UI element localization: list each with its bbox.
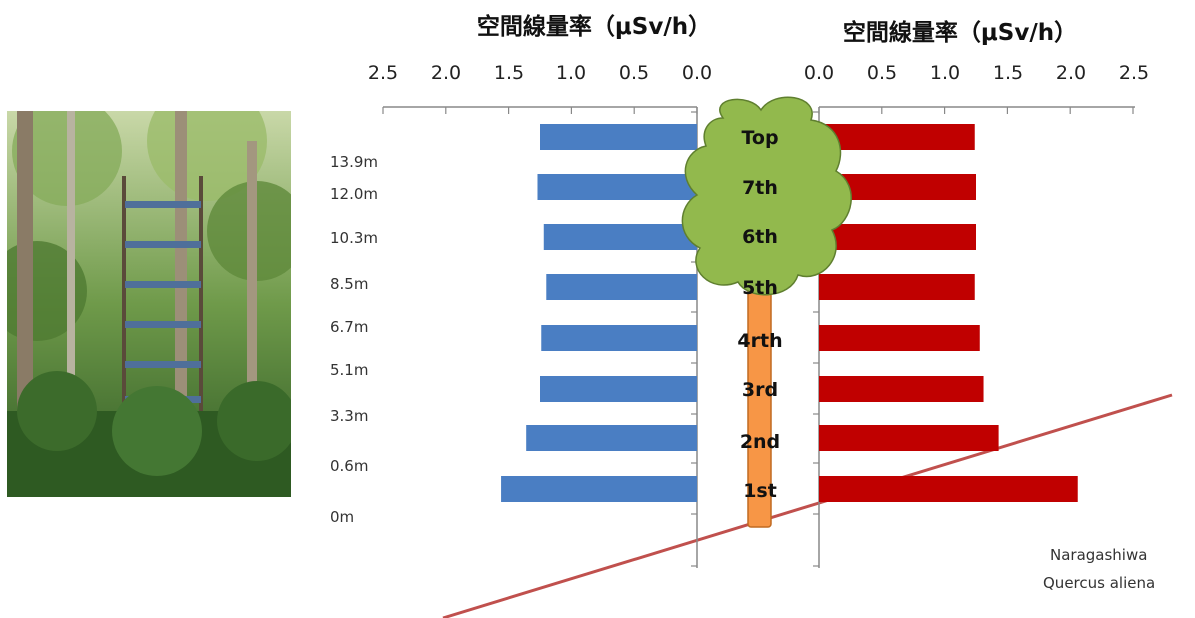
left-tick-label: 1.5 — [494, 62, 524, 84]
left-bar-Top — [540, 124, 697, 150]
floor-label: 3rd — [742, 379, 778, 401]
left-tick-label: 2.0 — [431, 62, 461, 84]
height-label: 0m — [330, 508, 354, 526]
floor-label: 6th — [742, 226, 778, 248]
floor-label: 4rth — [737, 330, 782, 352]
height-label: 0.6m — [330, 457, 368, 475]
left-bar-7th — [537, 174, 697, 200]
right-bar-5th — [819, 274, 975, 300]
height-label: 12.0m — [330, 185, 378, 203]
left-tick-label: 0.0 — [682, 62, 712, 84]
forest-tower-photo — [7, 111, 291, 497]
height-label: 8.5m — [330, 275, 368, 293]
ground-line — [442, 393, 1173, 618]
right-chart-title: 空間線量率（μSv/h） — [843, 19, 1077, 46]
right-tick-label: 2.5 — [1119, 62, 1149, 84]
floor-label: 5th — [742, 277, 778, 299]
height-label: 5.1m — [330, 361, 368, 379]
tree-crown — [681, 96, 852, 296]
right-tick-label: 0.5 — [867, 62, 897, 84]
height-label: 10.3m — [330, 229, 378, 247]
left-tick-label: 0.5 — [619, 62, 649, 84]
left-bar-6th — [543, 224, 697, 250]
left-tick-label: 1.0 — [556, 62, 586, 84]
right-tick-label: 1.0 — [930, 62, 960, 84]
right-tick-label: 2.0 — [1056, 62, 1086, 84]
right-tick-label: 0.0 — [804, 62, 834, 84]
left-bar-5th — [546, 274, 697, 300]
species-scientific-name: Quercus aliena — [1043, 574, 1155, 592]
left-bar-1st — [501, 476, 697, 502]
tree-illustration — [681, 96, 852, 528]
right-tick-label: 1.5 — [993, 62, 1023, 84]
floor-label: 1st — [743, 480, 777, 502]
right-bar-Top — [819, 124, 975, 150]
height-label: 3.3m — [330, 407, 368, 425]
forest-tower-image — [7, 111, 291, 497]
floor-label: 7th — [742, 177, 778, 199]
floor-label: Top — [741, 127, 778, 149]
species-japanese-name: Naragashiwa — [1050, 546, 1147, 564]
right-bar-1st — [819, 476, 1078, 502]
left-bar-2nd — [526, 425, 697, 451]
left-tick-label: 2.5 — [368, 62, 398, 84]
left-bar-3rd — [540, 376, 697, 402]
height-label: 6.7m — [330, 318, 368, 336]
right-bar-2nd — [819, 425, 999, 451]
left-bar-4rth — [541, 325, 697, 351]
left-chart-title: 空間線量率（μSv/h） — [477, 13, 711, 40]
floor-label: 2nd — [740, 431, 780, 453]
right-bar-6th — [819, 224, 976, 250]
height-label: 13.9m — [330, 153, 378, 171]
right-bar-3rd — [819, 376, 984, 402]
right-bar-4rth — [819, 325, 980, 351]
